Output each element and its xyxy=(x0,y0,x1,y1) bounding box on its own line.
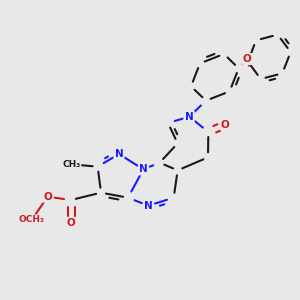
Text: N: N xyxy=(185,112,194,122)
Text: O: O xyxy=(221,120,230,130)
Text: N: N xyxy=(139,164,148,174)
Text: N: N xyxy=(144,201,153,211)
Text: O: O xyxy=(43,192,52,202)
Text: O: O xyxy=(243,54,252,64)
Text: O: O xyxy=(67,218,75,228)
Text: N: N xyxy=(115,149,123,159)
Text: OCH₃: OCH₃ xyxy=(19,215,45,224)
Text: CH₃: CH₃ xyxy=(62,160,80,169)
